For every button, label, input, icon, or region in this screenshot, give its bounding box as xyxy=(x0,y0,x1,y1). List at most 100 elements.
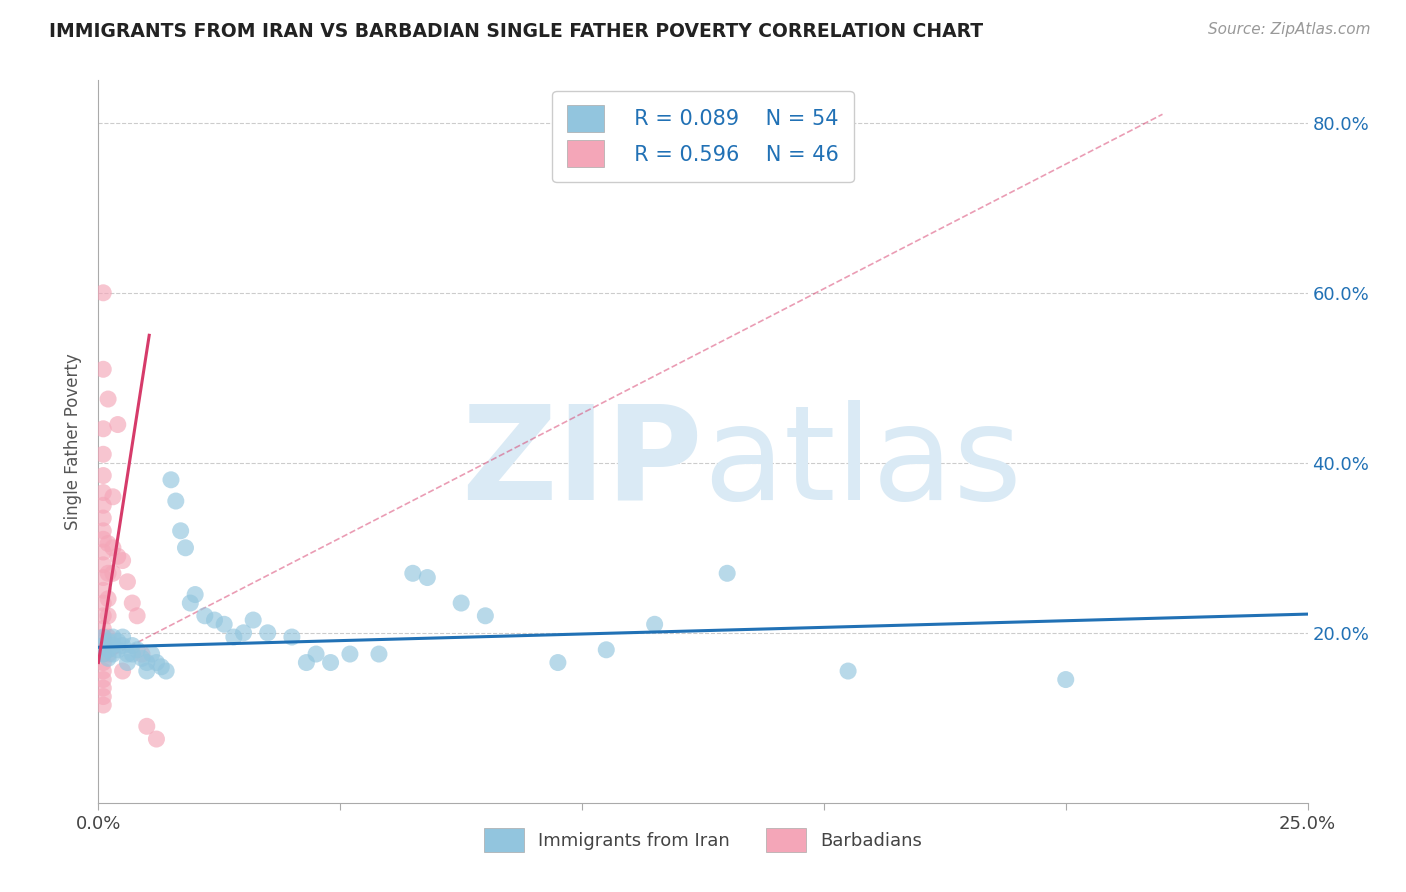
Point xyxy=(837,664,859,678)
Point xyxy=(117,656,139,670)
Point xyxy=(97,634,120,648)
Point xyxy=(339,647,361,661)
Text: atlas: atlas xyxy=(703,400,1022,526)
Point xyxy=(135,656,157,670)
Point xyxy=(145,656,167,670)
Point xyxy=(91,673,114,687)
Point xyxy=(91,647,114,661)
Point xyxy=(97,642,120,657)
Point xyxy=(97,392,120,406)
Point xyxy=(127,608,149,623)
Point xyxy=(91,498,114,512)
Point xyxy=(222,630,245,644)
Point xyxy=(174,541,197,555)
Point xyxy=(117,574,139,589)
Point xyxy=(91,422,114,436)
Point xyxy=(547,656,569,670)
Point xyxy=(91,285,114,300)
Point xyxy=(111,630,134,644)
Point xyxy=(141,647,163,661)
Point xyxy=(1054,673,1077,687)
Point xyxy=(256,625,278,640)
Point xyxy=(160,473,183,487)
Point xyxy=(91,698,114,712)
Point xyxy=(184,588,207,602)
Point xyxy=(107,634,129,648)
Point xyxy=(169,524,191,538)
Point xyxy=(402,566,425,581)
Point xyxy=(91,622,114,636)
Point xyxy=(474,608,496,623)
Point xyxy=(595,642,617,657)
Point xyxy=(91,558,114,572)
Point xyxy=(91,647,114,661)
Text: Source: ZipAtlas.com: Source: ZipAtlas.com xyxy=(1208,22,1371,37)
Point xyxy=(97,651,120,665)
Point xyxy=(121,639,143,653)
Point xyxy=(91,468,114,483)
Point xyxy=(97,647,120,661)
Point xyxy=(644,617,666,632)
Point xyxy=(91,485,114,500)
Point xyxy=(101,541,124,555)
Text: ZIP: ZIP xyxy=(461,400,703,526)
Point xyxy=(97,591,120,606)
Point xyxy=(97,566,120,581)
Point xyxy=(135,664,157,678)
Point xyxy=(97,536,120,550)
Point xyxy=(121,596,143,610)
Point xyxy=(416,570,439,584)
Point xyxy=(91,639,114,653)
Point xyxy=(91,656,114,670)
Point xyxy=(107,642,129,657)
Point xyxy=(97,630,120,644)
Point xyxy=(242,613,264,627)
Point xyxy=(450,596,472,610)
Point xyxy=(111,553,134,567)
Point xyxy=(91,639,114,653)
Point xyxy=(305,647,328,661)
Point xyxy=(107,549,129,564)
Point xyxy=(295,656,318,670)
Point xyxy=(91,608,114,623)
Point xyxy=(91,362,114,376)
Point xyxy=(111,664,134,678)
Point xyxy=(91,630,114,644)
Point xyxy=(91,533,114,547)
Y-axis label: Single Father Poverty: Single Father Poverty xyxy=(65,353,83,530)
Point xyxy=(131,651,153,665)
Point xyxy=(107,417,129,432)
Point xyxy=(97,608,120,623)
Point xyxy=(91,524,114,538)
Point xyxy=(91,596,114,610)
Point xyxy=(150,660,173,674)
Point xyxy=(111,639,134,653)
Point xyxy=(91,545,114,559)
Point xyxy=(212,617,235,632)
Point xyxy=(91,583,114,598)
Point xyxy=(127,642,149,657)
Point xyxy=(319,656,342,670)
Point xyxy=(91,447,114,461)
Point xyxy=(91,570,114,584)
Point xyxy=(232,625,254,640)
Point xyxy=(117,647,139,661)
Point xyxy=(281,630,304,644)
Point xyxy=(716,566,738,581)
Point xyxy=(91,511,114,525)
Point xyxy=(194,608,217,623)
Point xyxy=(101,639,124,653)
Point xyxy=(91,630,114,644)
Point xyxy=(101,490,124,504)
Point xyxy=(101,566,124,581)
Point xyxy=(121,647,143,661)
Point xyxy=(165,494,187,508)
Point xyxy=(91,690,114,704)
Point xyxy=(145,732,167,747)
Point xyxy=(91,681,114,695)
Point xyxy=(101,630,124,644)
Point xyxy=(135,719,157,733)
Point xyxy=(131,647,153,661)
Legend: Immigrants from Iran, Barbadians: Immigrants from Iran, Barbadians xyxy=(477,822,929,859)
Point xyxy=(368,647,391,661)
